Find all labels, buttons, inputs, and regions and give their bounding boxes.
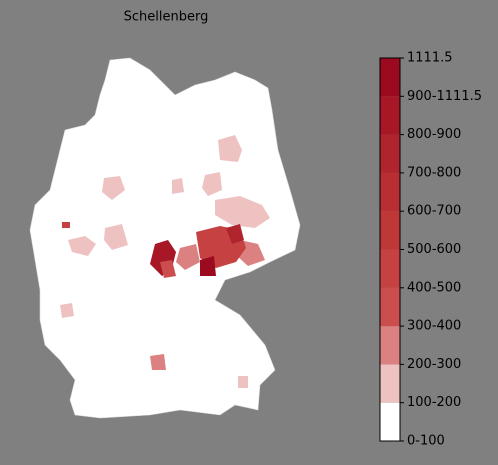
colorbar-segment <box>380 211 400 250</box>
region <box>226 224 244 244</box>
colorbar-segment <box>380 249 400 288</box>
colorbar-segment <box>380 364 400 403</box>
colorbar-label: 400-500 <box>407 280 461 295</box>
colorbar-segment <box>380 326 400 365</box>
colorbar-label: 700-800 <box>407 165 461 180</box>
region <box>238 376 248 388</box>
region <box>160 260 176 278</box>
colorbar-label: 900-1111.5 <box>407 89 482 104</box>
colorbar-label: 0-100 <box>407 434 445 449</box>
colorbar-label: 200-300 <box>407 357 461 372</box>
colorbar-segment <box>380 96 400 135</box>
map-title: Schellenberg <box>124 10 209 25</box>
colorbar-label: 600-700 <box>407 204 461 219</box>
colorbar-segment <box>380 172 400 212</box>
region <box>172 178 184 194</box>
colorbar-segment <box>380 58 400 97</box>
region <box>68 236 96 256</box>
colorbar-label: 100-200 <box>407 395 461 410</box>
region <box>218 135 242 162</box>
colorbar-label: 500-600 <box>407 242 461 257</box>
colorbar-label: 800-900 <box>407 127 461 142</box>
region <box>202 172 222 196</box>
colorbar-segment <box>380 287 400 327</box>
region <box>215 196 270 228</box>
colorbar-label: 1111.5 <box>407 51 453 66</box>
colorbar-label: 300-400 <box>407 319 461 334</box>
germany-map <box>29 57 301 419</box>
region <box>104 224 128 250</box>
region <box>60 303 74 318</box>
region <box>200 256 216 276</box>
colorbar-segment <box>380 402 400 441</box>
colorbar-frame <box>379 57 401 442</box>
region <box>176 244 200 270</box>
colorbar-segment <box>380 134 400 173</box>
colorbar: 0-100 100-200 200-300 300-400 400-500 500-600… <box>379 51 482 449</box>
region <box>102 176 125 200</box>
region <box>150 354 166 370</box>
region <box>62 222 70 228</box>
